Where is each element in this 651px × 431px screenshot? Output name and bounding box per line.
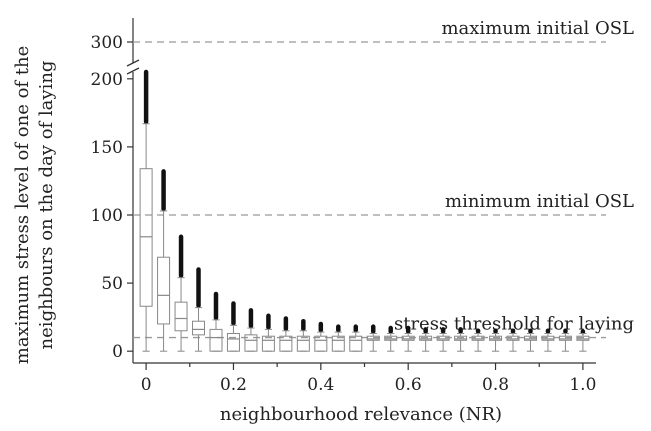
box-plot bbox=[471, 328, 485, 352]
reference-line-label: stress threshold for laying bbox=[394, 314, 634, 335]
box-plot bbox=[506, 328, 520, 352]
box-iqr bbox=[384, 335, 398, 341]
box-plot bbox=[366, 324, 380, 352]
box-iqr bbox=[558, 335, 572, 341]
y-axis-title: maximum stress level of one of the neigh… bbox=[12, 46, 57, 365]
box-iqr bbox=[576, 335, 590, 341]
reference-line-label: minimum initial OSL bbox=[445, 191, 634, 212]
box-plot bbox=[226, 301, 240, 352]
box-iqr bbox=[157, 256, 171, 325]
box-plot bbox=[209, 291, 223, 352]
box-plot bbox=[541, 328, 555, 352]
y-tick-label: 50 bbox=[101, 274, 123, 294]
box-plot bbox=[558, 328, 572, 352]
box-plot bbox=[401, 325, 415, 352]
box-iqr bbox=[454, 335, 468, 341]
box-iqr bbox=[192, 320, 206, 336]
box-plot bbox=[384, 325, 398, 352]
box-plot bbox=[523, 328, 537, 352]
box-plot bbox=[279, 316, 293, 352]
y-tick-label: 150 bbox=[91, 138, 123, 158]
box-plot bbox=[436, 327, 450, 352]
box-iqr bbox=[209, 328, 223, 352]
box-plot bbox=[454, 327, 468, 352]
box-iqr bbox=[366, 335, 380, 341]
box-iqr bbox=[523, 335, 537, 341]
box-plot bbox=[419, 327, 433, 352]
box-iqr bbox=[541, 335, 555, 341]
box-series bbox=[139, 69, 590, 352]
box-plot bbox=[244, 308, 258, 352]
box-plot bbox=[576, 329, 590, 352]
box-plot bbox=[331, 324, 345, 352]
axis-break-marker bbox=[126, 59, 140, 75]
box-plot bbox=[296, 318, 310, 352]
y-tick-label: 0 bbox=[112, 342, 123, 362]
box-iqr bbox=[139, 168, 153, 307]
x-tick-label: 1.0 bbox=[569, 375, 596, 395]
box-plot bbox=[139, 69, 153, 352]
box-plot bbox=[157, 169, 171, 352]
box-iqr bbox=[261, 335, 275, 352]
box-plot bbox=[314, 321, 328, 352]
box-iqr bbox=[506, 335, 520, 341]
box-iqr bbox=[331, 335, 345, 352]
y-axis-title-line-2: neighbours on the day of laying bbox=[36, 61, 57, 350]
y-tick-label: 100 bbox=[91, 206, 123, 226]
x-tick-label: 0 bbox=[141, 375, 152, 395]
box-iqr bbox=[419, 335, 433, 341]
box-iqr bbox=[471, 335, 485, 341]
box-iqr bbox=[401, 335, 415, 341]
box-iqr bbox=[244, 334, 258, 352]
y-tick-label: 300 bbox=[91, 33, 123, 53]
y-axis-title-line-1: maximum stress level of one of the bbox=[12, 46, 33, 365]
box-plot bbox=[489, 328, 503, 352]
box-iqr bbox=[279, 335, 293, 352]
box-iqr bbox=[489, 335, 503, 341]
box-plot bbox=[174, 234, 188, 352]
box-iqr bbox=[349, 335, 363, 352]
box-iqr bbox=[174, 301, 188, 332]
box-iqr bbox=[296, 335, 310, 352]
reference-line-label: maximum initial OSL bbox=[441, 18, 634, 39]
x-axis-title: neighbourhood relevance (NR) bbox=[220, 404, 502, 425]
reference-lines: maximum initial OSL minimum initial OSL st… bbox=[133, 18, 634, 339]
box-plot bbox=[261, 313, 275, 352]
x-tick-label: 0.8 bbox=[482, 375, 509, 395]
box-iqr bbox=[314, 335, 328, 352]
x-ticks: 0 0.2 0.4 0.6 0.8 1.0 bbox=[141, 363, 596, 395]
y-ticks: 0 50 100 150 200 300 bbox=[91, 33, 133, 362]
x-tick-label: 0.2 bbox=[220, 375, 247, 395]
box-iqr bbox=[226, 332, 240, 352]
box-iqr bbox=[436, 335, 450, 341]
box-plot bbox=[349, 324, 363, 352]
box-plot bbox=[192, 267, 206, 352]
x-tick-label: 0.4 bbox=[307, 375, 334, 395]
x-tick-label: 0.6 bbox=[395, 375, 422, 395]
y-tick-label: 200 bbox=[91, 70, 123, 90]
